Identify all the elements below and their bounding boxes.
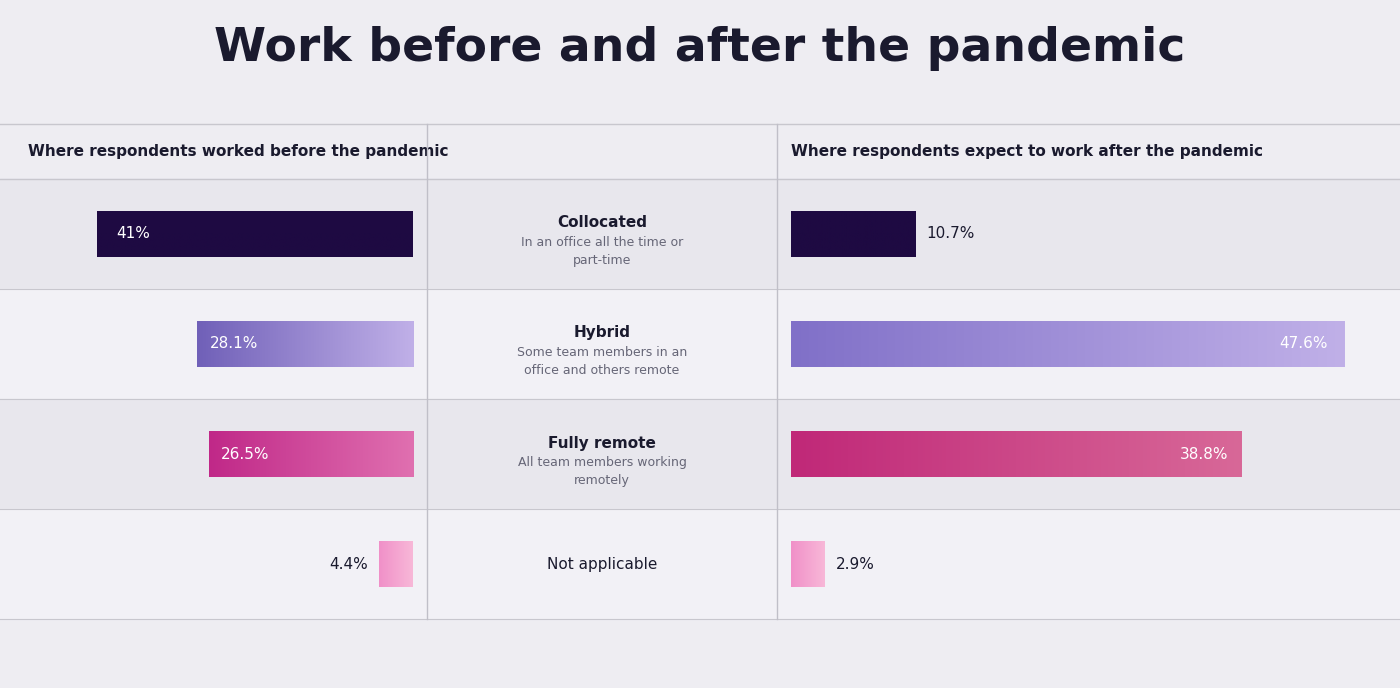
Text: Collocated: Collocated — [557, 215, 647, 230]
Text: Where respondents expect to work after the pandemic: Where respondents expect to work after t… — [791, 144, 1263, 159]
Text: Work before and after the pandemic: Work before and after the pandemic — [214, 25, 1186, 71]
Text: In an office all the time or
part-time: In an office all the time or part-time — [521, 236, 683, 267]
Text: 2.9%: 2.9% — [836, 557, 875, 572]
Text: Where respondents worked before the pandemic: Where respondents worked before the pand… — [28, 144, 448, 159]
Text: 10.7%: 10.7% — [927, 226, 974, 241]
Text: 41%: 41% — [116, 226, 150, 241]
Text: All team members working
remotely: All team members working remotely — [518, 456, 686, 487]
Text: Hybrid: Hybrid — [574, 325, 630, 341]
Text: 28.1%: 28.1% — [210, 336, 258, 352]
Text: 4.4%: 4.4% — [329, 557, 368, 572]
Text: Some team members in an
office and others remote: Some team members in an office and other… — [517, 346, 687, 377]
Text: Fully remote: Fully remote — [547, 436, 657, 451]
Text: 47.6%: 47.6% — [1280, 336, 1327, 352]
Text: Not applicable: Not applicable — [547, 557, 657, 572]
Text: 26.5%: 26.5% — [221, 447, 270, 462]
Text: 38.8%: 38.8% — [1180, 447, 1228, 462]
